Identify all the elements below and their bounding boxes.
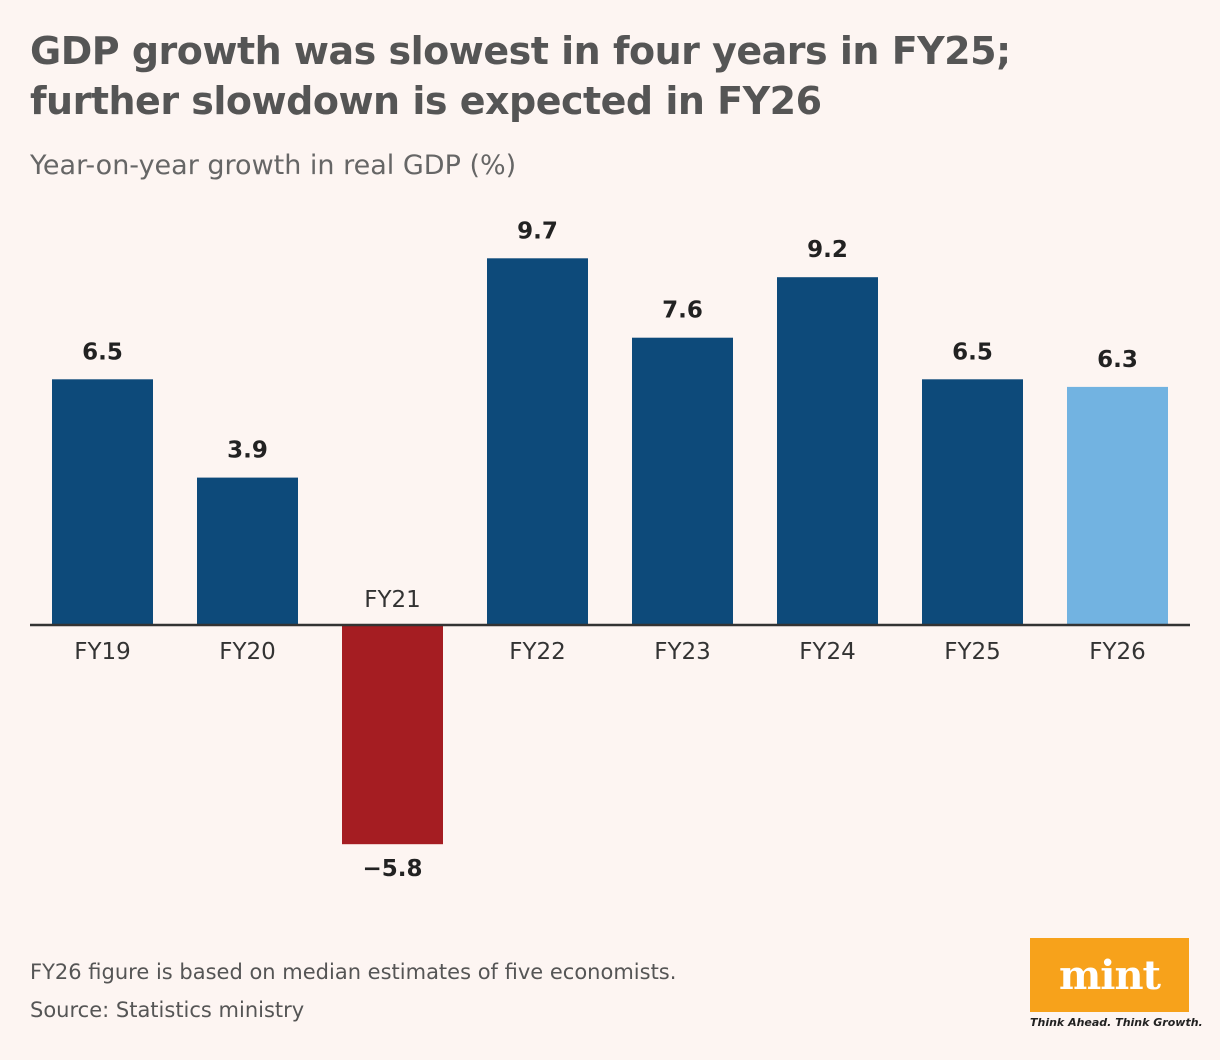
category-label-fy19: FY19	[74, 639, 131, 665]
mint-logo-text: mint	[1058, 951, 1161, 999]
bar-fy19	[52, 379, 153, 625]
category-label-fy24: FY24	[799, 639, 856, 665]
mint-logo: mint	[1030, 938, 1189, 1012]
category-label-fy21: FY21	[364, 587, 421, 613]
value-label-fy24: 9.2	[807, 237, 848, 263]
value-label-fy26: 6.3	[1097, 347, 1138, 373]
footnote: FY26 figure is based on median estimates…	[30, 960, 677, 984]
bar-fy21	[342, 625, 443, 845]
bar-fy20	[197, 477, 298, 625]
category-label-fy26: FY26	[1089, 639, 1146, 665]
bar-fy26	[1067, 386, 1168, 625]
bar-fy24	[777, 277, 878, 625]
category-label-fy23: FY23	[654, 639, 711, 665]
value-label-fy25: 6.5	[952, 339, 993, 365]
chart-subtitle: Year-on-year growth in real GDP (%)	[30, 150, 517, 181]
bar-fy22	[487, 258, 588, 625]
bar-chart: 6.5 FY19 3.9 FY20 −5.8 FY21 9.7 FY22 7.6 FY23 9.2 F…	[30, 218, 1190, 882]
category-label-fy20: FY20	[219, 639, 276, 665]
value-label-fy21: −5.8	[362, 856, 422, 882]
bar-fy23	[632, 337, 733, 625]
bar-fy25	[922, 379, 1023, 625]
chart-title: GDP growth was slowest in four years in …	[30, 29, 1011, 123]
value-label-fy22: 9.7	[517, 218, 558, 244]
value-label-fy19: 6.5	[82, 339, 123, 365]
value-label-fy23: 7.6	[662, 298, 703, 324]
value-label-fy20: 3.9	[227, 438, 268, 464]
category-label-fy25: FY25	[944, 639, 1001, 665]
source-note: Source: Statistics ministry	[30, 998, 305, 1022]
category-label-fy22: FY22	[509, 639, 566, 665]
brand-tagline: Think Ahead. Think Growth.	[1030, 1016, 1203, 1029]
